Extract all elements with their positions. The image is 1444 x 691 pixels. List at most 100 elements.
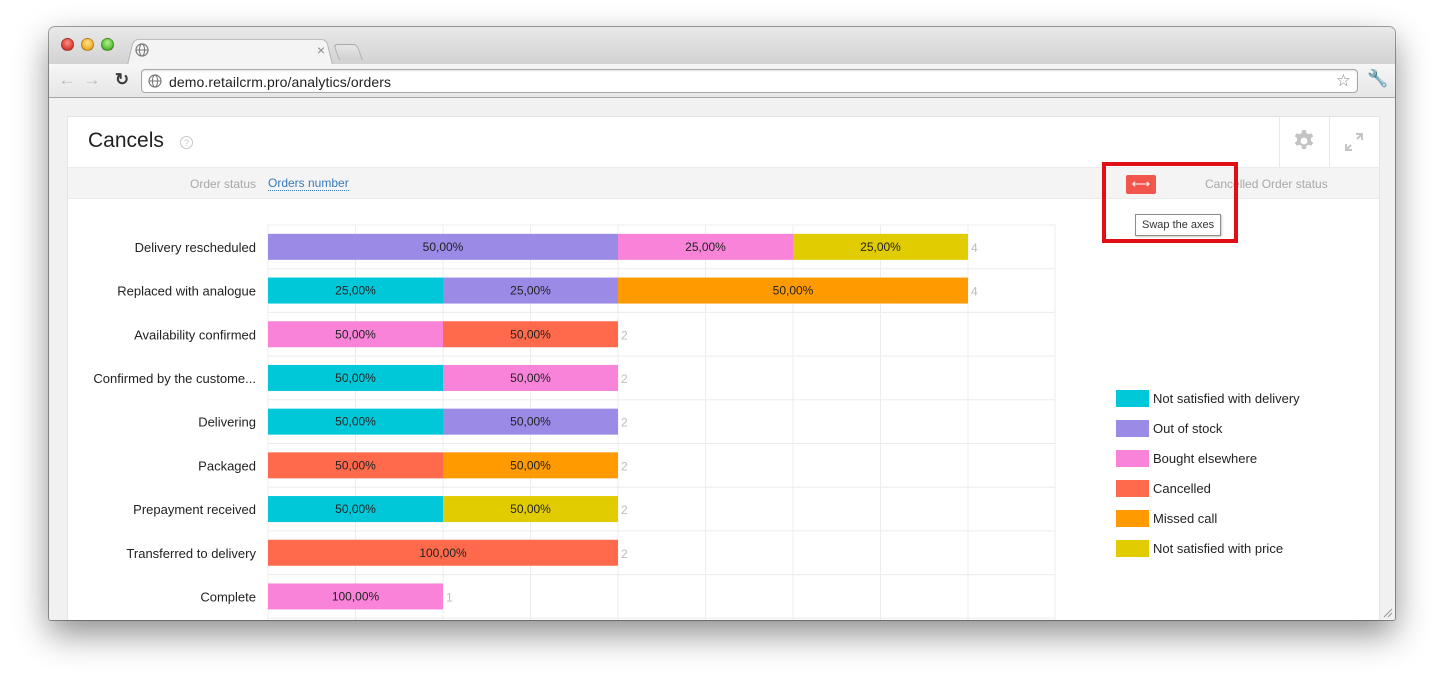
bar-segment: [268, 452, 443, 479]
bar-segment: [268, 233, 618, 260]
bar-segment: [618, 277, 968, 304]
bar-segment: [443, 364, 618, 391]
legend-label: Out of stock: [1153, 421, 1223, 436]
legend-swatch: [1116, 390, 1149, 407]
category-label: Availability confirmed: [134, 327, 256, 342]
category-label: Transferred to delivery: [126, 546, 256, 561]
bar-segment: [268, 277, 443, 304]
bar-segment: [443, 408, 618, 435]
legend-item[interactable]: Out of stock: [1116, 420, 1336, 450]
legend-label: Not satisfied with price: [1153, 541, 1284, 556]
data-label: 50,00%: [773, 284, 814, 298]
new-tab-button[interactable]: [333, 44, 363, 60]
total-label: 1: [446, 590, 453, 604]
data-label: 50,00%: [335, 327, 376, 341]
y-axis-label: Order status: [190, 177, 257, 191]
total-label: 4: [971, 285, 978, 299]
category-label: Delivering: [198, 415, 256, 430]
zoom-window-button[interactable]: [101, 38, 114, 51]
bar-segment: [443, 452, 618, 479]
legend-item[interactable]: Bought elsewhere: [1116, 450, 1336, 480]
data-label: 50,00%: [335, 502, 376, 516]
legend-label: Not satisfied with delivery: [1153, 391, 1300, 406]
bar-segment: [618, 233, 793, 260]
forward-arrow-icon[interactable]: →: [83, 70, 101, 89]
url-text: demo.retailcrm.pro/analytics/orders: [169, 74, 392, 90]
browser-toolbar: ← → ↻ demo.retailcrm.pro/analytics/order…: [49, 64, 1395, 98]
wrench-icon[interactable]: 🔧: [1367, 69, 1389, 88]
legend-item[interactable]: Missed call: [1116, 510, 1336, 540]
total-label: 2: [621, 459, 628, 473]
divider: [1279, 117, 1280, 167]
divider: [1329, 117, 1330, 167]
axis-filter-bar: Order status Orders number ⟷ Cancelled O…: [68, 167, 1379, 199]
total-label: 2: [621, 416, 628, 430]
gear-icon[interactable]: [1292, 129, 1316, 153]
data-label: 50,00%: [510, 415, 551, 429]
swap-axes-tooltip: Swap the axes: [1135, 214, 1222, 236]
legend-item[interactable]: Not satisfied with price: [1116, 540, 1336, 570]
address-bar[interactable]: demo.retailcrm.pro/analytics/orders ☆: [141, 69, 1358, 93]
category-label: Prepayment received: [133, 502, 256, 517]
globe-icon: [135, 43, 149, 57]
legend-swatch: [1116, 540, 1149, 557]
data-label: 100,00%: [332, 589, 380, 603]
data-label: 25,00%: [510, 284, 551, 298]
data-label: 50,00%: [510, 458, 551, 472]
widget-header-tools: [1279, 117, 1379, 167]
bar-segment: [268, 364, 443, 391]
legend-item[interactable]: Cancelled: [1116, 480, 1336, 510]
total-label: 2: [621, 547, 628, 561]
close-window-button[interactable]: [61, 38, 74, 51]
bar-segment: [268, 496, 443, 523]
minimize-window-button[interactable]: [81, 38, 94, 51]
tab-close-icon[interactable]: ×: [316, 42, 325, 58]
reload-icon[interactable]: ↻: [114, 70, 130, 89]
globe-icon: [148, 74, 162, 88]
total-label: 4: [971, 241, 978, 255]
legend-swatch: [1116, 420, 1149, 437]
category-label: Delivery rescheduled: [135, 240, 256, 255]
bar-segment: [443, 321, 618, 348]
chart-legend: Not satisfied with delivery Out of stock B…: [1116, 390, 1336, 570]
legend-swatch: [1116, 450, 1149, 467]
data-label: 50,00%: [335, 371, 376, 385]
page-content: Cancels ? Order status Orders number ⟷ C…: [49, 99, 1395, 620]
legend-label: Cancelled: [1153, 481, 1211, 496]
total-label: 2: [621, 372, 628, 386]
browser-window: × ← → ↻ demo.retailcrm.pro/analytics/ord…: [49, 27, 1395, 620]
title-bar: ×: [49, 27, 1395, 65]
category-label: Packaged: [198, 458, 256, 473]
bookmark-star-icon[interactable]: ☆: [1335, 71, 1351, 90]
widget-panel: Cancels ? Order status Orders number ⟷ C…: [67, 116, 1380, 620]
bar-segment: [443, 496, 618, 523]
legend-swatch: [1116, 480, 1149, 497]
expand-icon[interactable]: [1345, 133, 1363, 151]
widget-title: Cancels: [88, 129, 164, 152]
bar-segment: [268, 321, 443, 348]
swap-axes-button[interactable]: ⟷: [1126, 175, 1156, 194]
orders-number-link[interactable]: Orders number: [268, 176, 349, 191]
bar-segment: [268, 408, 443, 435]
total-label: 2: [621, 503, 628, 517]
bar-segment: [268, 539, 618, 566]
back-arrow-icon[interactable]: ←: [58, 70, 76, 89]
stacked-bar-chart: Delivery rescheduled 50,00% 25,00% 25,00% 4 R…: [93, 224, 1056, 620]
data-label: 50,00%: [510, 371, 551, 385]
category-label: Confirmed by the custome...: [93, 371, 256, 386]
bar-segment: [443, 277, 618, 304]
data-label: 100,00%: [419, 546, 467, 560]
data-label: 50,00%: [335, 415, 376, 429]
bar-segment: [793, 233, 968, 260]
data-label: 50,00%: [510, 327, 551, 341]
highlight-annotation: [1102, 162, 1238, 243]
resize-grip-icon[interactable]: [1383, 608, 1393, 618]
legend-label: Bought elsewhere: [1153, 451, 1258, 466]
legend-item[interactable]: Not satisfied with delivery: [1116, 390, 1336, 420]
legend-swatch: [1116, 510, 1149, 527]
browser-tab-content: ×: [135, 41, 325, 64]
help-icon[interactable]: ?: [180, 136, 193, 149]
bar-segment: [268, 583, 443, 610]
data-label: 50,00%: [423, 240, 464, 254]
data-label: 25,00%: [685, 240, 726, 254]
